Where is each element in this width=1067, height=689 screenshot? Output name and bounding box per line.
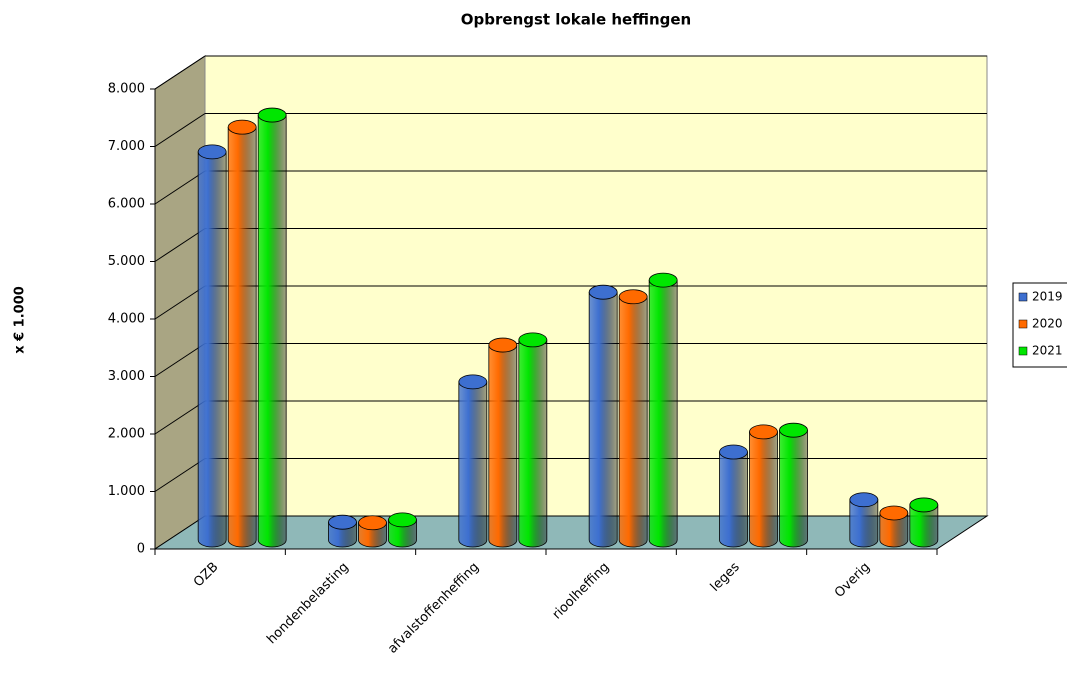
legend-label: 2019 (1032, 290, 1063, 304)
chart-title: Opbrengst lokale heffingen (461, 11, 691, 29)
x-tick-label: OZB (191, 560, 221, 590)
bar-top (358, 515, 387, 531)
bar-top (648, 272, 678, 288)
bar-top (388, 512, 417, 528)
bar (909, 504, 939, 548)
grid-line (154, 458, 206, 492)
y-tick-label: 6.000 (108, 197, 145, 212)
bar (388, 519, 417, 548)
y-tick-label: 7.000 (108, 139, 145, 154)
legend-label: 2021 (1032, 344, 1063, 358)
bar (518, 339, 548, 548)
y-tick-label: 2.000 (108, 427, 145, 442)
grid-line (154, 285, 206, 320)
bar (257, 114, 287, 548)
bar (197, 151, 227, 548)
grid-line (154, 170, 206, 205)
bar-top (197, 144, 227, 160)
bar (488, 344, 518, 548)
bar-top (518, 332, 548, 348)
y-tick-label: 5.000 (108, 254, 145, 269)
bar (879, 512, 909, 548)
y-tick-label: 1.000 (108, 484, 145, 499)
bar-top (458, 374, 488, 390)
bar-top (328, 514, 357, 530)
bar-top (227, 119, 257, 135)
bar-top (779, 422, 808, 438)
legend-swatch (1018, 292, 1028, 302)
grid-line (154, 400, 206, 435)
bar (849, 499, 879, 548)
bar-top (618, 289, 648, 305)
bar (719, 451, 748, 548)
y-tick-label: 4.000 (108, 312, 145, 327)
bar (779, 429, 808, 548)
bar (588, 291, 618, 548)
y-axis-label: x € 1.000 (13, 286, 28, 354)
grid-line (154, 55, 206, 90)
grid-line (154, 343, 206, 377)
bar-top (488, 337, 518, 353)
bar-top (588, 284, 618, 300)
bar-top (849, 492, 879, 508)
legend-swatch (1018, 346, 1028, 356)
x-tick-label: rioolheffing (550, 560, 613, 623)
bar-top (879, 505, 909, 521)
legend-label: 2020 (1032, 317, 1063, 331)
x-tick-label: Overig (832, 560, 873, 601)
grid-line (154, 113, 206, 147)
y-tick-label: 3.000 (108, 369, 145, 384)
bar (618, 296, 648, 548)
legend-swatch (1018, 319, 1028, 329)
y-tick-label: 8.000 (108, 82, 145, 97)
bar-top (719, 444, 748, 460)
x-tick-label: hondenbelasting (264, 560, 351, 647)
bar-top (909, 497, 939, 513)
y-tick-label: 0 (137, 542, 145, 557)
x-tick-label: afvalstoffenheffing (385, 560, 482, 657)
bar (227, 126, 257, 548)
x-tick-label: leges (708, 560, 743, 595)
bar (458, 381, 488, 548)
bar (749, 431, 778, 548)
grid-line (154, 228, 206, 262)
bar-top (257, 107, 287, 123)
bar (648, 279, 678, 548)
bar-top (749, 424, 778, 440)
